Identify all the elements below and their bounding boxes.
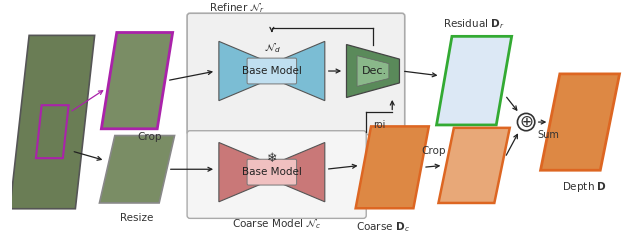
Polygon shape: [438, 128, 509, 203]
Text: Refiner $\mathcal{N}_r$: Refiner $\mathcal{N}_r$: [209, 1, 266, 15]
Text: Base Model: Base Model: [242, 167, 302, 177]
Polygon shape: [272, 142, 325, 202]
Polygon shape: [436, 36, 511, 125]
Polygon shape: [99, 136, 175, 203]
Polygon shape: [357, 56, 389, 86]
Text: Crop: Crop: [421, 146, 446, 156]
Text: Sum: Sum: [538, 130, 559, 140]
FancyBboxPatch shape: [247, 58, 296, 84]
FancyBboxPatch shape: [187, 13, 404, 135]
FancyBboxPatch shape: [247, 159, 296, 185]
Text: Resize: Resize: [120, 213, 154, 223]
Text: ❄: ❄: [267, 152, 277, 165]
Text: Coarse $\mathbf{D}_c$: Coarse $\mathbf{D}_c$: [356, 220, 410, 234]
Polygon shape: [10, 35, 95, 209]
Text: ⊕: ⊕: [519, 113, 533, 131]
Circle shape: [518, 113, 535, 131]
Text: Depth $\mathbf{D}$: Depth $\mathbf{D}$: [563, 180, 607, 194]
Polygon shape: [219, 142, 272, 202]
Text: $\mathcal{N}_d$: $\mathcal{N}_d$: [264, 41, 280, 55]
Text: Base Model: Base Model: [242, 66, 302, 76]
Text: Crop: Crop: [137, 132, 161, 141]
Polygon shape: [219, 41, 272, 101]
Text: Residual $\mathbf{D}_r$: Residual $\mathbf{D}_r$: [444, 17, 505, 31]
Text: roi: roi: [373, 120, 385, 130]
Polygon shape: [356, 126, 429, 208]
Text: Dec.: Dec.: [362, 66, 387, 76]
Polygon shape: [272, 41, 325, 101]
Polygon shape: [101, 32, 173, 129]
FancyBboxPatch shape: [187, 131, 366, 218]
Text: Coarse Model $\mathcal{N}_c$: Coarse Model $\mathcal{N}_c$: [232, 217, 321, 231]
Polygon shape: [541, 74, 620, 170]
Polygon shape: [346, 45, 399, 97]
